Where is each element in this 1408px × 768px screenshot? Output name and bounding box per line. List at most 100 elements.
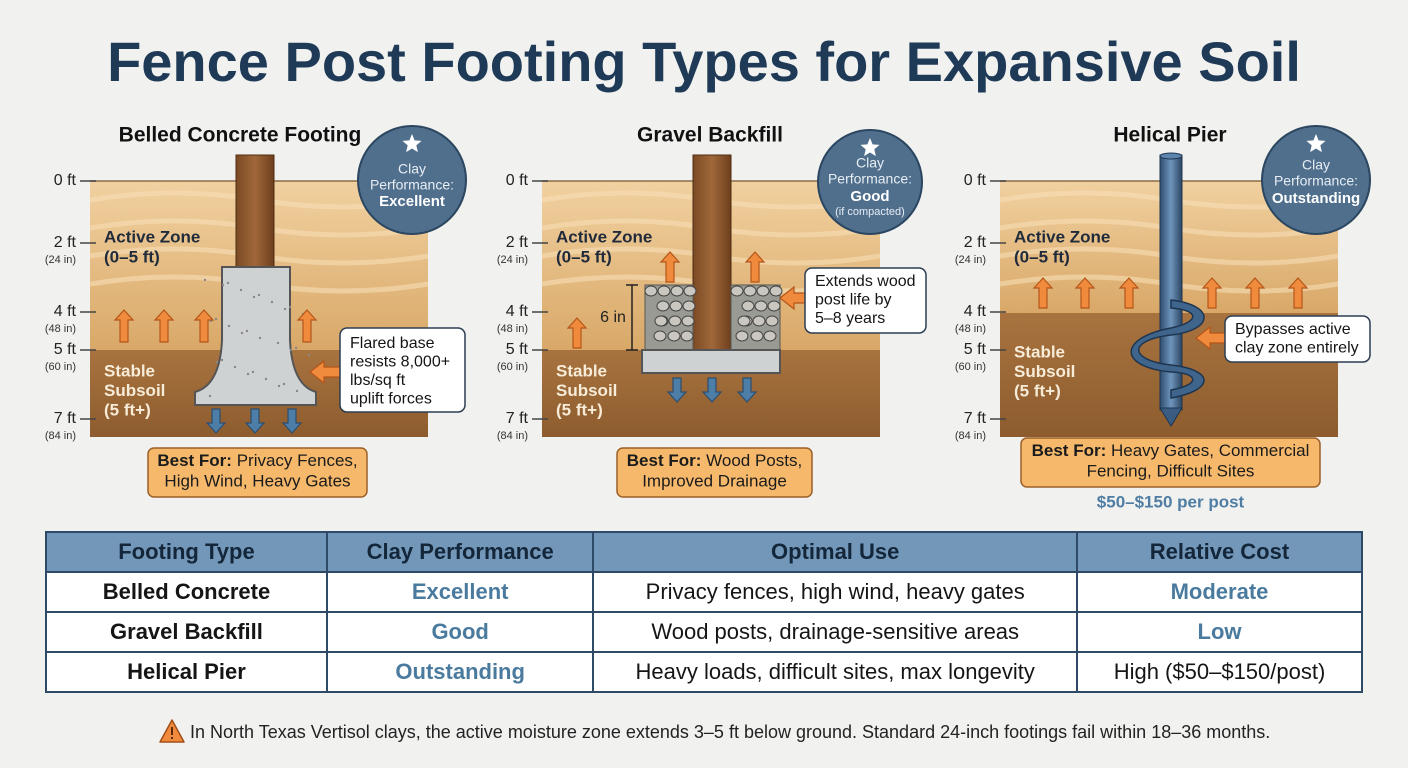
aggregate	[282, 382, 286, 386]
gravel-stone	[763, 330, 777, 342]
best-for-label: Best For:	[1032, 441, 1107, 460]
callout-box	[339, 327, 466, 413]
force-arrow	[296, 309, 318, 343]
zone-label: (0–5 ft)	[1014, 247, 1070, 266]
depth-sub-label: (84 in)	[45, 430, 76, 442]
aggregate	[221, 283, 225, 287]
table-row: Helical Pier Outstanding Heavy loads, diff…	[45, 651, 1363, 693]
gravel-stone	[683, 285, 697, 297]
table-cell: Privacy fences, high wind, heavy gates	[592, 571, 1078, 613]
force-arrow	[205, 408, 227, 434]
best-for-line: Best For: Heavy Gates, Commercial	[1032, 441, 1310, 460]
callout-text: 5–8 years	[815, 310, 885, 327]
depth-label: 5 ft	[964, 341, 987, 358]
aggregate	[251, 370, 255, 374]
force-arrow	[1118, 277, 1140, 309]
aggregate	[233, 365, 237, 369]
force-arrow	[113, 309, 135, 343]
aggregate	[258, 336, 262, 340]
zone-label: Stable	[556, 361, 607, 380]
depth-label: 0 ft	[54, 172, 77, 189]
gravel-stone	[756, 285, 770, 297]
best-for-text: Heavy Gates, Commercial	[1111, 441, 1309, 460]
badge-label: Performance:	[370, 177, 454, 193]
gravel-stone	[752, 315, 766, 327]
table-cell: Gravel Backfill	[45, 611, 328, 653]
callout-text: Flared base	[350, 335, 435, 352]
best-for-text: Privacy Fences,	[237, 451, 358, 470]
gravel-stone	[680, 330, 694, 342]
table-cell: Moderate	[1076, 571, 1363, 613]
badge-label: Performance:	[1274, 173, 1358, 189]
badge-rating: Outstanding	[1272, 190, 1360, 207]
aggregate	[220, 358, 224, 362]
table-header-row: Footing Type Clay Performance Optimal Use R…	[45, 531, 1363, 573]
price-label: $50–$150 per post	[1097, 492, 1245, 511]
depth-label: 7 ft	[54, 410, 77, 427]
callout-text: Extends wood	[815, 273, 916, 290]
badge-label: Clay	[1302, 157, 1330, 173]
best-for-line: Best For: Privacy Fences,	[157, 451, 357, 470]
gravel-stone	[654, 315, 668, 327]
table-cell: Good	[325, 611, 595, 653]
table-header-cell: Footing Type	[45, 531, 328, 573]
gravel-stone	[656, 300, 670, 312]
table-header-cell: Relative Cost	[1076, 531, 1363, 573]
zone-label: (5 ft+)	[1014, 381, 1061, 400]
depth-label: 5 ft	[506, 341, 529, 358]
depth-sub-label: (84 in)	[497, 430, 528, 442]
depth-sub-label: (24 in)	[955, 254, 986, 266]
depth-sub-label: (24 in)	[45, 254, 76, 266]
aggregate	[252, 295, 256, 299]
aggregate	[214, 317, 218, 321]
star-icon	[860, 138, 880, 157]
aggregate	[307, 353, 311, 357]
aggregate	[203, 278, 207, 282]
gravel-stone	[669, 300, 683, 312]
gravel-stone	[682, 300, 696, 312]
page-title: Fence Post Footing Types for Expansive S…	[107, 30, 1301, 93]
table-row: Gravel Backfill Good Wood posts, drainage-…	[45, 611, 1363, 653]
depth-label: 7 ft	[506, 410, 529, 427]
dimension-label: 6 in	[600, 309, 626, 326]
callout-text: post life by	[815, 292, 891, 309]
panel-title: Helical Pier	[1113, 124, 1226, 147]
depth-sub-label: (48 in)	[497, 323, 528, 335]
best-for-label: Best For:	[627, 451, 702, 470]
force-arrow	[281, 408, 303, 434]
table-row: Belled Concrete Excellent Privacy fences, …	[45, 571, 1363, 613]
depth-sub-label: (60 in)	[497, 361, 528, 373]
rating-badge	[1261, 125, 1371, 235]
gravel-stone	[644, 285, 658, 297]
concrete-bell	[194, 266, 317, 406]
depth-sub-label: (48 in)	[45, 323, 76, 335]
table-cell: Wood posts, drainage-sensitive areas	[592, 611, 1078, 653]
pier-tip	[1159, 407, 1183, 427]
gravel-stone	[767, 300, 781, 312]
zone-label: (0–5 ft)	[104, 247, 160, 266]
depth-label: 5 ft	[54, 341, 77, 358]
best-for-box	[1020, 437, 1321, 488]
gravel-stone	[681, 315, 695, 327]
table-cell: Helical Pier	[45, 651, 328, 693]
badge-label: Clay	[398, 161, 426, 177]
gravel-stone	[765, 315, 779, 327]
gravel-stone	[735, 330, 749, 342]
callout-box	[804, 267, 927, 334]
badge-note: (if compacted)	[835, 206, 905, 218]
aggregate	[289, 348, 293, 352]
comparison-table: Footing Type Clay Performance Optimal Use R…	[45, 531, 1363, 693]
gravel-stone	[737, 315, 751, 327]
helix-plate	[1130, 299, 1205, 399]
zone-label: Subsoil	[1014, 362, 1075, 381]
callout-text: lbs/sq ft	[350, 372, 406, 389]
concrete-pad	[641, 349, 781, 374]
badge-rating: Good	[850, 188, 889, 205]
gravel-stone	[657, 285, 671, 297]
star-icon	[402, 134, 422, 153]
zone-label: Subsoil	[104, 381, 165, 400]
depth-label: 4 ft	[506, 303, 529, 320]
zone-label: (5 ft+)	[104, 400, 151, 419]
depth-sub-label: (48 in)	[955, 323, 986, 335]
